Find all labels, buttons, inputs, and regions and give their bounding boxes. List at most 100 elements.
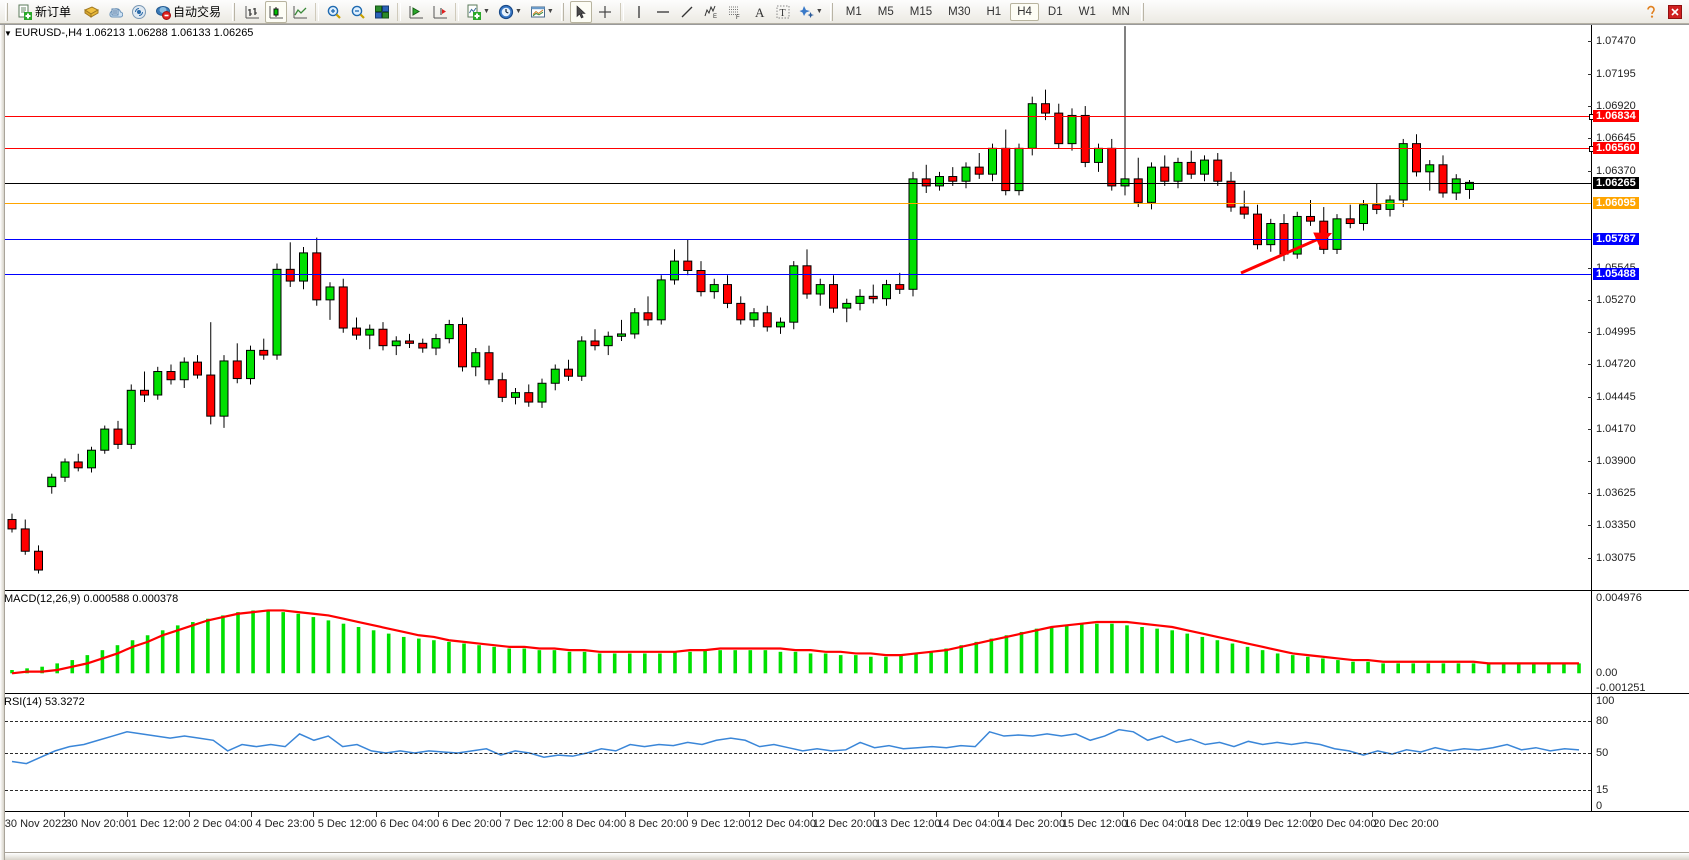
timeframe-m15[interactable]: M15 (909, 5, 933, 18)
rsi-pane[interactable]: RSI(14) 53.3272 100 80 50 15 0 (0, 693, 1689, 812)
price-pane[interactable]: ▼ EURUSD-,H4 1.06213 1.06288 1.06133 1.06… (0, 25, 1689, 590)
tile-windows-button[interactable] (371, 1, 393, 23)
timeframe-m5[interactable]: M5 (877, 5, 894, 18)
tile-windows-icon (374, 4, 390, 20)
auto-trading-label: 自动交易 (173, 5, 222, 19)
help-button[interactable] (1640, 1, 1662, 23)
rsi-header: RSI(14) 53.3272 (4, 696, 85, 708)
toolbar-grip[interactable] (5, 2, 10, 21)
shapes-button[interactable]: ▼ (796, 1, 826, 23)
chart-annotations[interactable] (0, 25, 1591, 590)
chevron-down-icon-2[interactable]: ▼ (514, 8, 522, 15)
time-tickmark (1122, 812, 1124, 817)
auto-scroll-icon (432, 4, 448, 20)
data-window-button[interactable] (104, 1, 126, 23)
time-tick-label: 7 Dec 12:00 (504, 818, 564, 830)
text-button[interactable]: A (748, 1, 770, 23)
zoom-in-button[interactable] (323, 1, 345, 23)
level-line-resistance-1[interactable] (0, 146, 1595, 153)
price-plot[interactable] (0, 25, 1689, 590)
periods-button[interactable]: ▼ (495, 1, 525, 23)
elliott-wave-button[interactable]: E (700, 1, 722, 23)
bar-chart-button[interactable] (241, 1, 263, 23)
bar-chart-icon (244, 4, 260, 20)
price-tick: 1.03350 (1596, 519, 1636, 532)
candlestick-chart-button[interactable] (265, 0, 288, 23)
time-tickmark (998, 812, 1000, 817)
collapse-icon[interactable]: ▼ (4, 29, 12, 38)
toolbar-grip-3[interactable] (560, 2, 566, 21)
level-line-support-2[interactable] (0, 274, 1591, 276)
zoom-out-icon (350, 4, 366, 20)
price-label-resistance-1[interactable]: 1.06560 (1593, 142, 1639, 155)
new-order-button[interactable]: 新订单 (14, 1, 78, 23)
price-tickmark (1588, 557, 1592, 559)
toolbar-grip-5[interactable] (1140, 2, 1146, 21)
text-label-button[interactable]: T (772, 1, 794, 23)
timeframe-h1[interactable]: H1 (986, 5, 1002, 18)
indicators-button[interactable]: ▼ (463, 1, 493, 23)
price-tickmark (1588, 332, 1592, 334)
time-tickmark (313, 812, 315, 817)
bottom-scrollbar[interactable] (0, 852, 1689, 860)
fibonacci-button[interactable]: F (724, 1, 746, 23)
timeframe-m1[interactable]: M1 (845, 5, 862, 18)
price-label-pivot[interactable]: 1.06095 (1593, 196, 1639, 209)
rsi-axis[interactable]: 100 80 50 15 0 (1591, 694, 1689, 812)
chevron-down-icon[interactable]: ▼ (483, 8, 490, 15)
time-axis[interactable]: 30 Nov 2022 30 Nov 20:00 1 Dec 12:00 2 Dec … (0, 811, 1689, 835)
macd-plot[interactable] (0, 591, 1689, 693)
toolbar-separator-2 (397, 2, 402, 21)
auto-trading-button[interactable]: 自动交易 (152, 1, 228, 23)
trendline-button[interactable] (676, 1, 698, 23)
left-scrollbar[interactable] (0, 25, 5, 860)
crosshair-button[interactable] (594, 1, 616, 23)
price-label-current-price[interactable]: 1.06265 (1593, 176, 1639, 189)
toolbar-grip-2[interactable] (232, 2, 238, 21)
timeframe-mn[interactable]: MN (1111, 5, 1130, 18)
price-label-support-2[interactable]: 1.05488 (1593, 268, 1639, 281)
templates-button[interactable]: ▼ (527, 1, 557, 23)
macd-pane[interactable]: MACD(12,26,9) 0.000588 0.000378 0.004976… (0, 590, 1689, 694)
level-line-current-price[interactable] (0, 182, 1591, 184)
close-button[interactable] (1664, 1, 1686, 23)
fibonacci-icon: F (727, 4, 743, 21)
templates-icon (530, 4, 546, 20)
time-tickmark (437, 812, 439, 817)
toolbar-grip-4[interactable] (829, 2, 835, 21)
time-tick-label: 6 Dec 04:00 (379, 818, 440, 830)
price-tickmark (1588, 299, 1592, 301)
price-label-resistance-2[interactable]: 1.06834 (1593, 110, 1639, 123)
chevron-down-icon-3[interactable]: ▼ (546, 8, 554, 15)
chart-symbol-header: ▼ EURUSD-,H4 1.06213 1.06288 1.06133 1.06… (4, 27, 253, 39)
line-chart-button[interactable] (289, 1, 311, 23)
timeframe-d1[interactable]: D1 (1047, 5, 1063, 18)
price-axis[interactable]: 1.074701.071951.069201.066451.063701.055… (1588, 25, 1689, 590)
macd-axis[interactable]: 0.004976 0.00 -0.001251 (1591, 591, 1689, 694)
time-tick-label: 30 Nov 2022 (4, 818, 68, 830)
text-icon: A (751, 4, 767, 20)
chart-area[interactable]: ▼ EURUSD-,H4 1.06213 1.06288 1.06133 1.06… (0, 24, 1689, 860)
horizontal-line-button[interactable] (652, 1, 674, 23)
timeframe-h4[interactable]: H4 (1010, 2, 1039, 21)
timeframe-w1[interactable]: W1 (1078, 5, 1096, 18)
chevron-down-icon-4[interactable]: ▼ (815, 8, 823, 15)
toolbar-separator-4 (619, 2, 624, 21)
zoom-out-button[interactable] (347, 1, 369, 23)
price-tickmark (1588, 170, 1592, 172)
signals-button[interactable] (128, 1, 150, 23)
vertical-line-button[interactable] (628, 1, 650, 23)
shift-end-button[interactable] (405, 1, 427, 23)
rsi-plot[interactable] (0, 694, 1689, 811)
time-tickmark (936, 812, 938, 817)
level-line-support-1[interactable] (0, 239, 1591, 241)
timeframe-m30[interactable]: M30 (948, 5, 971, 18)
level-line-resistance-2[interactable] (0, 114, 1595, 121)
level-line-pivot[interactable] (0, 202, 1591, 204)
macd-tick-zero: 0.00 (1596, 667, 1618, 680)
expert-advisors-button[interactable] (80, 1, 102, 23)
cursor-button[interactable] (569, 0, 592, 23)
auto-scroll-button[interactable] (429, 1, 451, 23)
price-tick: 1.06920 (1596, 100, 1636, 113)
price-label-support-1[interactable]: 1.05787 (1593, 233, 1639, 246)
